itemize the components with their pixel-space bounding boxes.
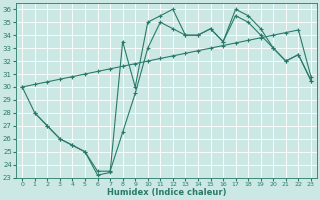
X-axis label: Humidex (Indice chaleur): Humidex (Indice chaleur): [107, 188, 226, 197]
